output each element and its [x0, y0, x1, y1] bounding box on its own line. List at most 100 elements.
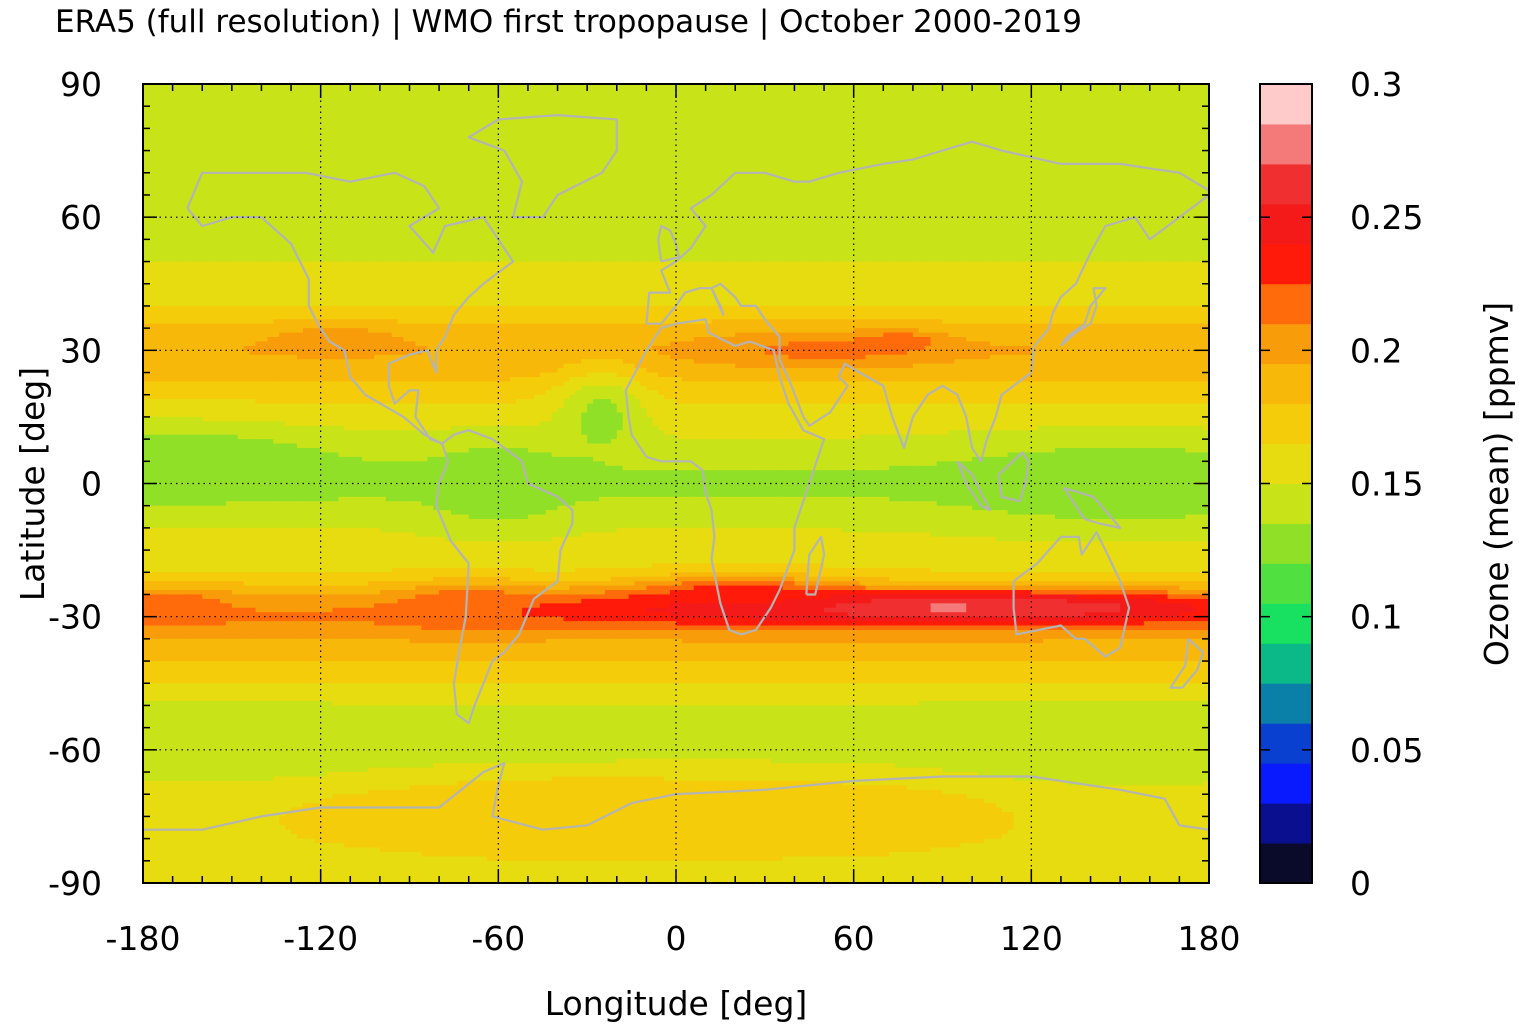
- heatmap-cell: [427, 194, 434, 201]
- heatmap-cell: [208, 132, 215, 138]
- heatmap-cell: [143, 159, 150, 165]
- heatmap-cell: [255, 181, 263, 187]
- heatmap-cell: [741, 132, 748, 138]
- heatmap-cell: [350, 115, 357, 121]
- heatmap-cell: [877, 203, 884, 209]
- heatmap-cell: [930, 101, 938, 107]
- heatmap-cell: [421, 159, 428, 165]
- heatmap-cell: [581, 110, 588, 116]
- heatmap-cell: [936, 155, 944, 161]
- heatmap-cell: [1126, 106, 1133, 112]
- heatmap-cell: [599, 141, 606, 147]
- heatmap-cell: [1173, 177, 1180, 183]
- heatmap-cell: [249, 106, 257, 112]
- heatmap-cell: [978, 186, 985, 192]
- heatmap-cell: [569, 88, 576, 94]
- heatmap-cell: [587, 186, 594, 192]
- heatmap-cell: [687, 92, 695, 98]
- heatmap-cell: [705, 92, 713, 98]
- heatmap-cell: [835, 199, 843, 205]
- heatmap-cell: [356, 115, 363, 121]
- heatmap-cell: [267, 88, 274, 94]
- heatmap-cell: [616, 84, 624, 90]
- heatmap-cell: [397, 159, 405, 165]
- heatmap-cell: [622, 163, 630, 169]
- heatmap-cell: [468, 199, 476, 205]
- heatmap-cell: [628, 146, 636, 152]
- heatmap-cell: [427, 123, 434, 129]
- heatmap-cell: [930, 163, 938, 169]
- heatmap-cell: [160, 123, 168, 129]
- heatmap-cell: [1137, 155, 1145, 161]
- heatmap-cell: [972, 101, 979, 107]
- heatmap-cell: [735, 141, 742, 147]
- heatmap-cell: [320, 106, 328, 112]
- heatmap-cell: [1084, 128, 1092, 134]
- heatmap-cell: [202, 159, 209, 165]
- heatmap-cell: [462, 84, 470, 90]
- heatmap-cell: [794, 137, 801, 143]
- heatmap-cell: [1126, 123, 1133, 129]
- heatmap-cell: [456, 119, 464, 125]
- heatmap-cell: [516, 106, 523, 112]
- heatmap-cell: [658, 141, 665, 147]
- heatmap-cell: [344, 101, 351, 107]
- heatmap-cell: [741, 194, 748, 201]
- heatmap-cell: [172, 88, 180, 94]
- heatmap-cell: [1179, 199, 1186, 205]
- heatmap-cell: [770, 150, 778, 156]
- heatmap-cell: [895, 132, 902, 138]
- heatmap-cell: [758, 123, 766, 129]
- heatmap-cell: [563, 123, 570, 129]
- heatmap-cell: [308, 92, 316, 98]
- heatmap-cell: [533, 119, 541, 125]
- heatmap-cell: [1055, 177, 1062, 183]
- heatmap-cell: [1019, 101, 1027, 107]
- heatmap-cell: [202, 141, 209, 147]
- heatmap-cell: [610, 106, 618, 112]
- heatmap-cell: [1167, 172, 1175, 178]
- heatmap-cell: [877, 181, 884, 187]
- heatmap-cell: [806, 194, 813, 201]
- heatmap-cell: [468, 163, 476, 169]
- heatmap-cell: [581, 132, 588, 138]
- heatmap-cell: [889, 84, 896, 90]
- heatmap-cell: [439, 84, 446, 90]
- heatmap-cell: [575, 190, 582, 196]
- heatmap-cell: [770, 177, 778, 183]
- heatmap-cell: [285, 186, 292, 192]
- heatmap-cell: [456, 84, 464, 90]
- heatmap-cell: [664, 163, 671, 169]
- heatmap-cell: [693, 119, 701, 125]
- heatmap-cell: [356, 110, 363, 116]
- heatmap-cell: [1197, 137, 1204, 143]
- heatmap-cell: [1055, 172, 1062, 178]
- heatmap-cell: [373, 146, 381, 152]
- heatmap-cell: [291, 177, 298, 183]
- heatmap-cell: [918, 115, 926, 121]
- heatmap-cell: [752, 203, 760, 209]
- heatmap-cell: [723, 84, 730, 90]
- heatmap-cell: [729, 110, 736, 116]
- heatmap-cell: [593, 163, 600, 169]
- heatmap-cell: [362, 115, 369, 121]
- heatmap-cell: [1120, 141, 1127, 147]
- heatmap-cell: [178, 203, 186, 209]
- heatmap-cell: [711, 159, 719, 165]
- heatmap-cell: [249, 132, 257, 138]
- heatmap-cell: [243, 141, 251, 147]
- heatmap-cell: [800, 123, 807, 129]
- heatmap-cell: [296, 194, 304, 201]
- heatmap-cell: [1001, 88, 1009, 94]
- heatmap-cell: [800, 155, 807, 161]
- heatmap-cell: [563, 115, 570, 121]
- heatmap-cell: [172, 97, 180, 103]
- heatmap-cell: [510, 101, 517, 107]
- heatmap-cell: [912, 199, 920, 205]
- heatmap-cell: [1173, 190, 1180, 196]
- heatmap-cell: [960, 97, 967, 103]
- heatmap-cell: [480, 132, 488, 138]
- heatmap-cell: [1019, 199, 1027, 205]
- heatmap-cell: [735, 88, 742, 94]
- heatmap-cell: [332, 172, 340, 178]
